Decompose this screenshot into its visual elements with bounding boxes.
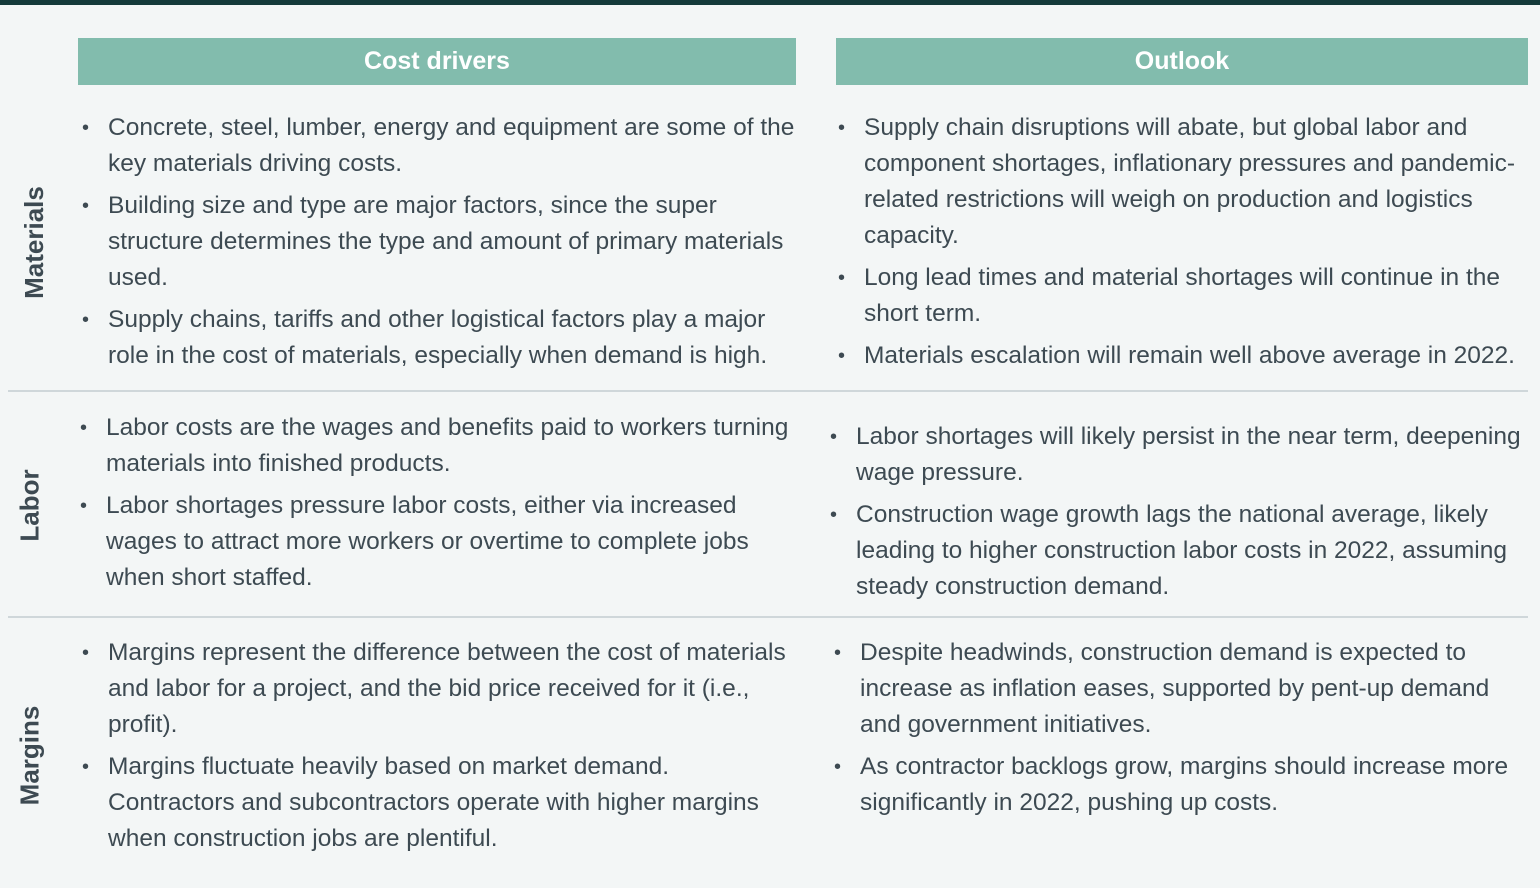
list-item: • Supply chain disruptions will abate, bu…: [836, 110, 1532, 254]
bullet-icon: •: [82, 117, 90, 139]
bullet-icon: •: [82, 756, 90, 778]
list-item: • Margins represent the difference betwee…: [80, 635, 796, 743]
outlook-header-label: Outlook: [1134, 47, 1230, 75]
list-item: • Concrete, steel, lumber, energy and equ…: [80, 110, 796, 182]
list-item: • Despite headwinds, construction demand …: [832, 635, 1528, 743]
bullet-icon: •: [838, 117, 846, 139]
row-label-labor: Labor: [8, 400, 52, 610]
row-divider: [8, 390, 1528, 392]
cost-drivers-header: Cost drivers: [78, 38, 796, 85]
bullet-icon: •: [80, 417, 88, 439]
list-item: • Materials escalation will remain well a…: [836, 338, 1532, 374]
list-item: • Margins fluctuate heavily based on mark…: [80, 749, 796, 857]
bullet-icon: •: [80, 495, 88, 517]
margins-outlook-list: • Despite headwinds, construction demand …: [832, 635, 1528, 827]
list-item: • Long lead times and material shortages …: [836, 260, 1532, 332]
list-item: • Building size and type are major factor…: [80, 188, 796, 296]
bullet-icon: •: [82, 642, 90, 664]
row-label-materials: Materials: [12, 100, 56, 385]
list-item: • Supply chains, tariffs and other logist…: [80, 302, 796, 374]
bullet-icon: •: [82, 309, 90, 331]
margins-cost-list: • Margins represent the difference betwee…: [80, 635, 796, 863]
bullet-icon: •: [82, 195, 90, 217]
bullet-icon: •: [830, 426, 838, 448]
row-divider: [8, 616, 1528, 618]
list-item: • Labor costs are the wages and benefits …: [78, 410, 796, 482]
list-item: • Labor shortages will likely persist in …: [828, 419, 1528, 491]
row-label-margins-text: Margins: [14, 705, 45, 805]
bullet-icon: •: [834, 756, 842, 778]
bullet-icon: •: [830, 504, 838, 526]
labor-outlook-list: • Labor shortages will likely persist in …: [828, 419, 1528, 611]
list-item: • Construction wage growth lags the natio…: [828, 497, 1528, 605]
bullet-icon: •: [838, 267, 846, 289]
bullet-icon: •: [834, 642, 842, 664]
outlook-header: Outlook: [836, 38, 1528, 85]
cost-drivers-header-label: Cost drivers: [364, 47, 510, 75]
materials-cost-list: • Concrete, steel, lumber, energy and equ…: [80, 110, 796, 380]
row-label-materials-text: Materials: [18, 186, 49, 299]
row-label-labor-text: Labor: [14, 468, 45, 542]
list-item: • Labor shortages pressure labor costs, e…: [78, 488, 796, 596]
labor-cost-list: • Labor costs are the wages and benefits …: [78, 410, 796, 602]
row-label-margins: Margins: [8, 625, 52, 885]
top-rule: [0, 0, 1540, 5]
materials-outlook-list: • Supply chain disruptions will abate, bu…: [836, 110, 1532, 380]
bullet-icon: •: [838, 345, 846, 367]
list-item: • As contractor backlogs grow, margins sh…: [832, 749, 1528, 821]
